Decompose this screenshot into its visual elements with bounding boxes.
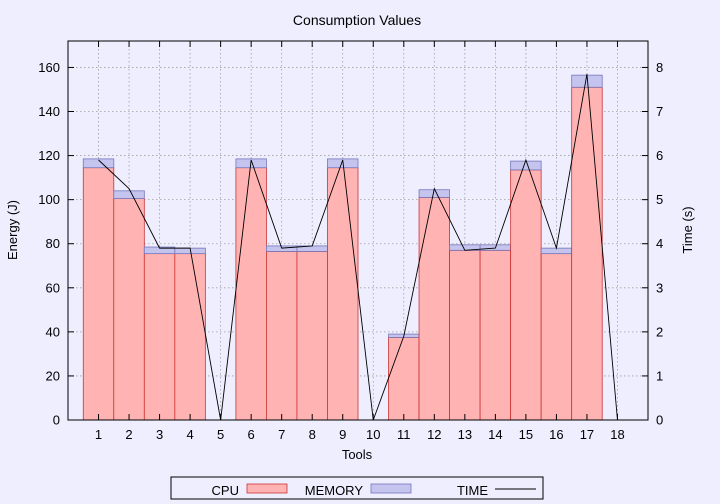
line-time	[98, 73, 618, 421]
bar-cpu	[540, 253, 573, 421]
x-tick-label: 13	[458, 427, 472, 442]
x-tick-label: 17	[580, 427, 594, 442]
x-tick-label: 7	[278, 427, 285, 442]
legend-label-memory: MEMORY	[305, 483, 364, 498]
time-line-group	[98, 73, 618, 421]
x-tick-label: 4	[186, 427, 193, 442]
y2-tick-label: 1	[656, 368, 663, 383]
y-tick-label: 20	[46, 368, 60, 383]
x-tick-label: 18	[610, 427, 624, 442]
y2-tick-label: 6	[656, 148, 663, 163]
legend-label-time: TIME	[457, 483, 488, 498]
y-tick-label: 0	[53, 413, 60, 428]
y2-tick-label: 8	[656, 60, 663, 75]
bar-cpu	[449, 249, 481, 421]
y-tick-label: 120	[38, 148, 60, 163]
bar-cpu	[510, 169, 542, 421]
y2-tick-label: 3	[656, 280, 663, 295]
y2-tick-label: 0	[656, 413, 663, 428]
x-tick-label: 8	[309, 427, 316, 442]
y2-tick-label: 5	[656, 192, 663, 207]
bar-memory	[82, 158, 115, 169]
y-tick-label: 160	[38, 60, 60, 75]
bar-cpu	[174, 253, 206, 421]
bar-cpu	[418, 197, 450, 421]
x-tick-label: 10	[366, 427, 380, 442]
bar-cpu	[388, 336, 420, 421]
y-axis-label: Energy (J)	[5, 200, 20, 260]
bars	[82, 74, 603, 421]
y2-tick-label: 2	[656, 324, 663, 339]
x-tick-label: 5	[217, 427, 224, 442]
bar-cpu	[571, 86, 603, 421]
legend: CPU MEMORY TIME	[170, 476, 544, 500]
bar-cpu	[235, 167, 267, 421]
bar-cpu	[327, 167, 359, 421]
y2-tick-label: 4	[656, 236, 663, 251]
x-tick-label: 9	[339, 427, 346, 442]
bar-memory	[510, 160, 542, 171]
x-tick-label: 15	[519, 427, 533, 442]
x-axis-label: Tools	[342, 447, 373, 462]
bar-memory	[113, 190, 145, 199]
x-tick-label: 1	[95, 427, 102, 442]
bar-cpu	[479, 249, 512, 421]
y-tick-label: 140	[38, 104, 60, 119]
legend-box	[170, 476, 544, 500]
y-tick-label: 80	[46, 236, 60, 251]
x-tick-label: 11	[397, 427, 411, 442]
legend-label-cpu: CPU	[212, 483, 239, 498]
y2-axis-label: Time (s)	[680, 206, 695, 253]
x-tick-label: 6	[248, 427, 255, 442]
chart-title: Consumption Values	[293, 12, 421, 28]
x-tick-label: 12	[427, 427, 441, 442]
bar-cpu	[266, 251, 298, 421]
bar-cpu	[82, 167, 115, 421]
x-tick-label: 3	[156, 427, 163, 442]
bar-cpu	[143, 253, 176, 421]
y2-tick-label: 7	[656, 104, 663, 119]
x-tick-label: 2	[125, 427, 132, 442]
bar-memory	[418, 189, 450, 198]
x-tick-label: 14	[488, 427, 502, 442]
legend-swatch-cpu	[246, 483, 288, 494]
x-tick-label: 16	[549, 427, 563, 442]
bar-cpu	[296, 251, 328, 421]
y-tick-label: 100	[38, 192, 60, 207]
bar-cpu	[113, 198, 145, 421]
bar-memory	[266, 245, 298, 252]
y-tick-label: 60	[46, 280, 60, 295]
plot-frame	[67, 40, 649, 421]
y-tick-label: 40	[46, 324, 60, 339]
legend-swatch-memory	[370, 483, 412, 494]
